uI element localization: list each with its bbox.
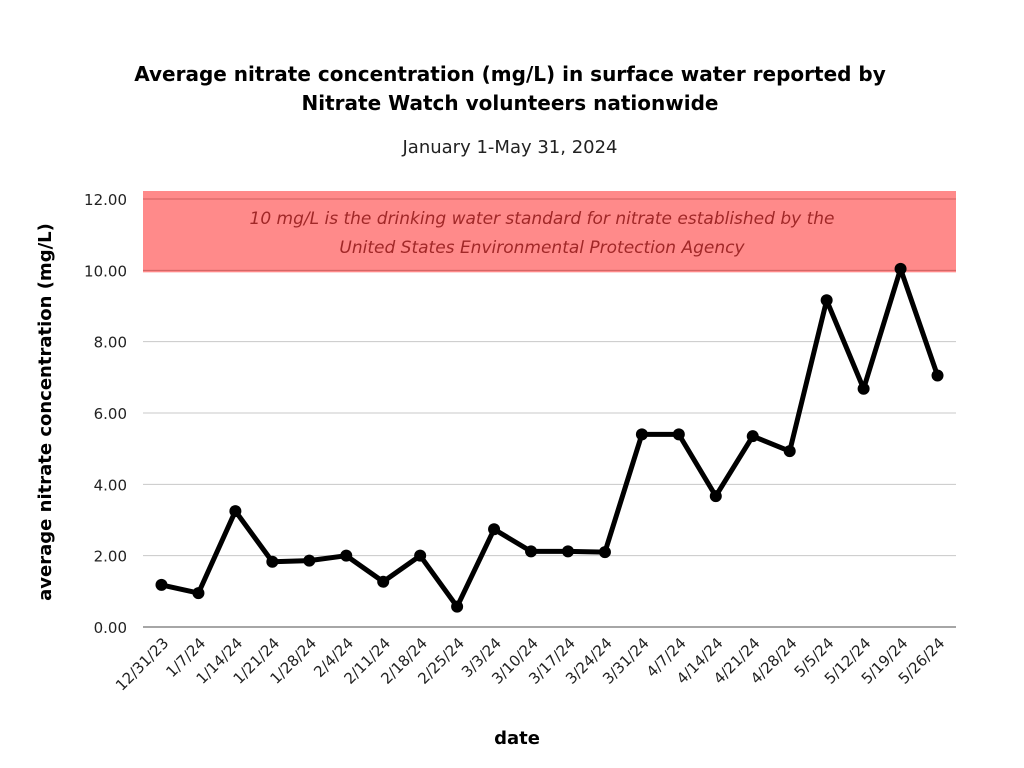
epa-standard-band: [143, 191, 956, 273]
chart-title-line-1: Average nitrate concentration (mg/L) in …: [134, 62, 886, 86]
y-tick-label: 8.00: [94, 334, 127, 352]
data-point: [709, 490, 722, 503]
band-annotation-line-2: United States Environmental Protection A…: [339, 238, 745, 258]
data-point: [783, 445, 796, 458]
data-point: [561, 545, 574, 558]
data-point: [377, 575, 390, 588]
data-point: [525, 545, 538, 558]
data-point: [894, 262, 907, 275]
y-tick-label: 6.00: [94, 405, 127, 423]
x-axis-ticks: 12/31/231/7/241/14/241/21/241/28/242/4/2…: [112, 634, 948, 694]
data-point: [746, 430, 759, 443]
data-point: [229, 505, 242, 518]
series-line-path: [160, 266, 940, 610]
y-tick-label: 2.00: [94, 548, 127, 566]
data-point: [857, 382, 870, 395]
data-point: [598, 546, 611, 559]
data-point: [931, 369, 944, 382]
data-point: [635, 428, 648, 441]
data-point: [340, 549, 353, 562]
data-point: [672, 428, 685, 441]
y-tick-label: 10.00: [84, 262, 127, 280]
y-tick-label: 0.00: [94, 619, 127, 637]
data-point: [155, 578, 168, 591]
x-axis-label: date: [494, 728, 540, 749]
data-point: [303, 554, 316, 567]
chart-title-line-2: Nitrate Watch volunteers nationwide: [302, 91, 719, 115]
band-rect: [143, 191, 956, 273]
y-axis-label: average nitrate concentration (mg/L): [35, 223, 56, 601]
data-point: [451, 600, 464, 613]
y-tick-label: 12.00: [84, 191, 127, 209]
gridlines: [143, 198, 956, 628]
data-point: [414, 549, 427, 562]
x-tick-label: 12/31/23: [112, 634, 172, 694]
data-point: [488, 523, 501, 536]
chart-subtitle: January 1-May 31, 2024: [402, 137, 618, 158]
series-line: [155, 262, 944, 613]
y-axis-ticks: 0.00 2.00 4.00 6.00 8.00 10.00 12.00: [84, 191, 127, 637]
data-point: [820, 294, 833, 307]
band-annotation-line-1: 10 mg/L is the drinking water standard f…: [250, 209, 835, 229]
data-point: [266, 555, 279, 568]
y-tick-label: 4.00: [94, 476, 127, 494]
data-point: [192, 587, 205, 600]
